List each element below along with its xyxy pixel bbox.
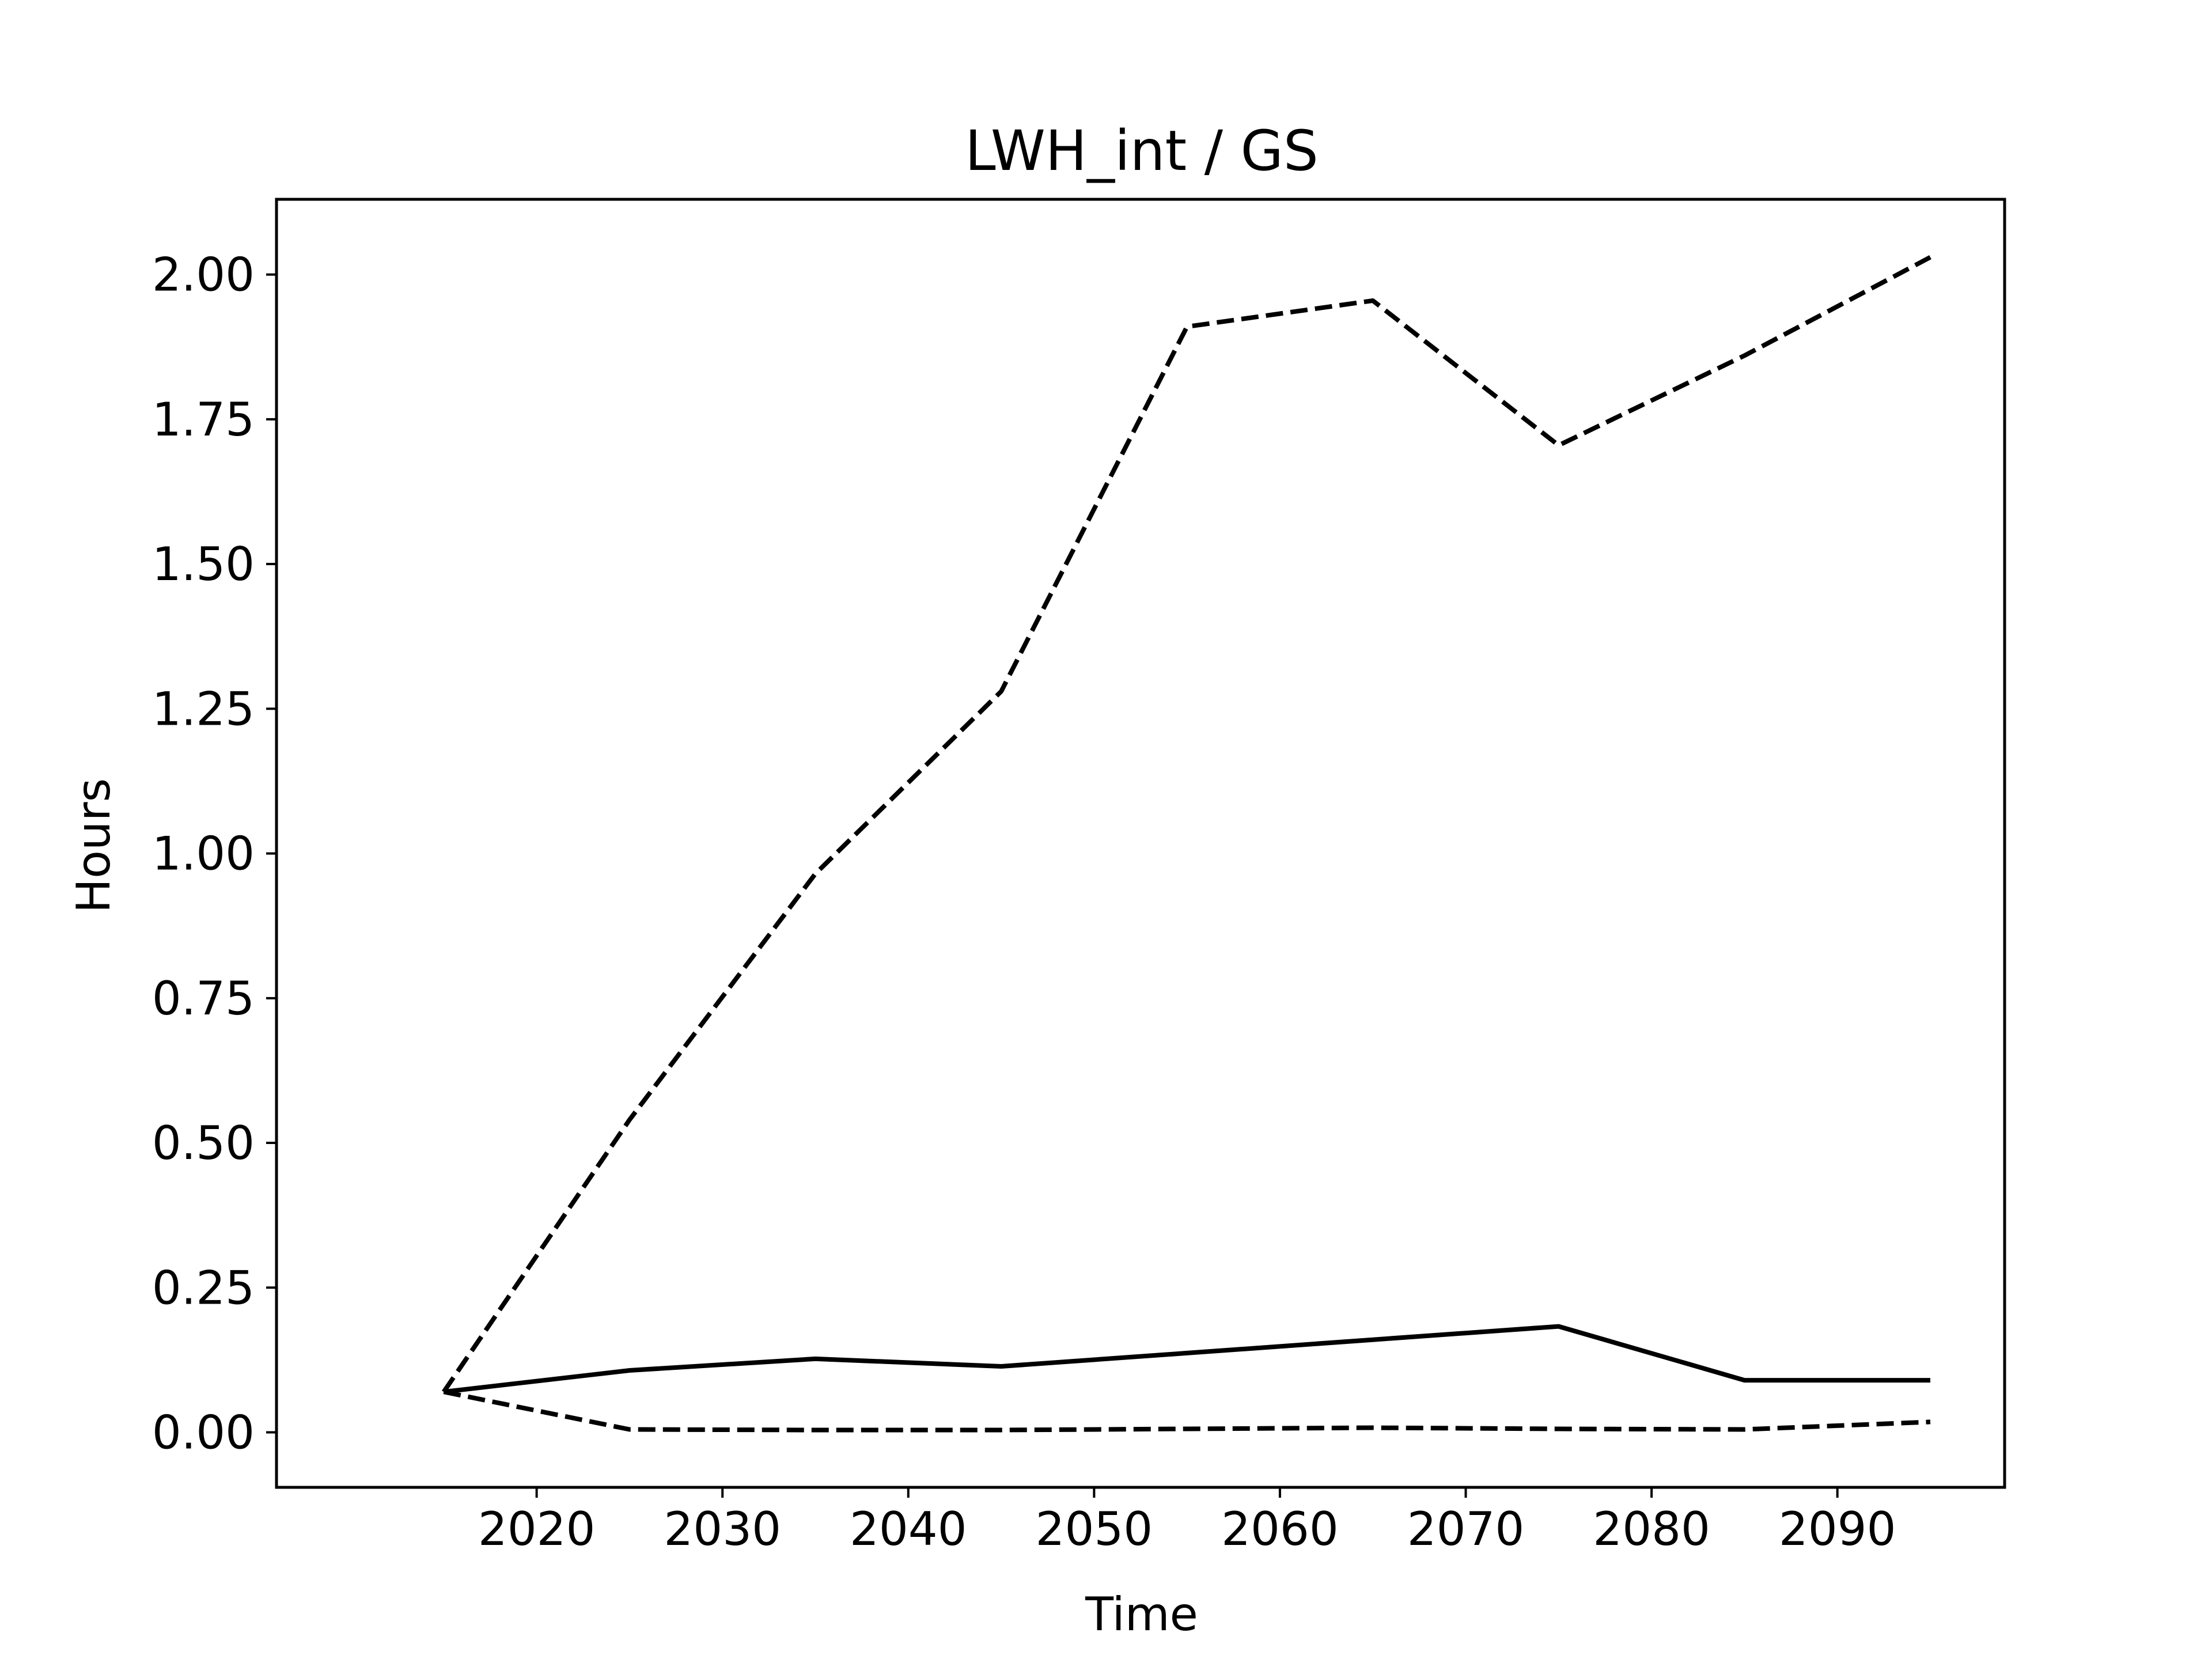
y-tick-label: 1.75	[152, 393, 255, 446]
y-axis-label: Hours	[67, 778, 120, 913]
x-tick-label: 2080	[1593, 1502, 1710, 1556]
y-tick-label: 1.00	[152, 827, 255, 881]
x-tick-label: 2090	[1779, 1502, 1896, 1556]
y-tick-label: 2.00	[152, 248, 255, 302]
y-tick-label: 0.50	[152, 1116, 255, 1170]
x-tick-label: 2040	[850, 1502, 967, 1556]
x-tick-label: 2030	[664, 1502, 781, 1556]
y-tick-label: 0.25	[152, 1261, 255, 1315]
series-line-1	[443, 1324, 1930, 1395]
x-tick-label: 2060	[1221, 1502, 1339, 1556]
plot-frame	[275, 198, 2006, 1489]
series-layer	[441, 255, 1931, 1433]
ticks-layer: 2020 2030 2040 2050 2060 2070 2080 2090 0.00 0.25…	[152, 248, 1896, 1556]
x-tick-label: 2070	[1407, 1502, 1525, 1556]
chart-title: LWH_int / GS	[965, 119, 1319, 183]
y-tick-label: 1.50	[152, 537, 255, 591]
y-tick-label: 0.75	[152, 972, 255, 1025]
y-tick-label: 0.00	[152, 1406, 255, 1460]
series-line-2	[441, 255, 1931, 1393]
x-tick-label: 2020	[478, 1502, 596, 1556]
x-tick-label: 2050	[1036, 1502, 1153, 1556]
y-tick-label: 1.25	[152, 682, 255, 736]
x-axis-label: Time	[1085, 1588, 1198, 1641]
series-line-3	[443, 1389, 1931, 1433]
